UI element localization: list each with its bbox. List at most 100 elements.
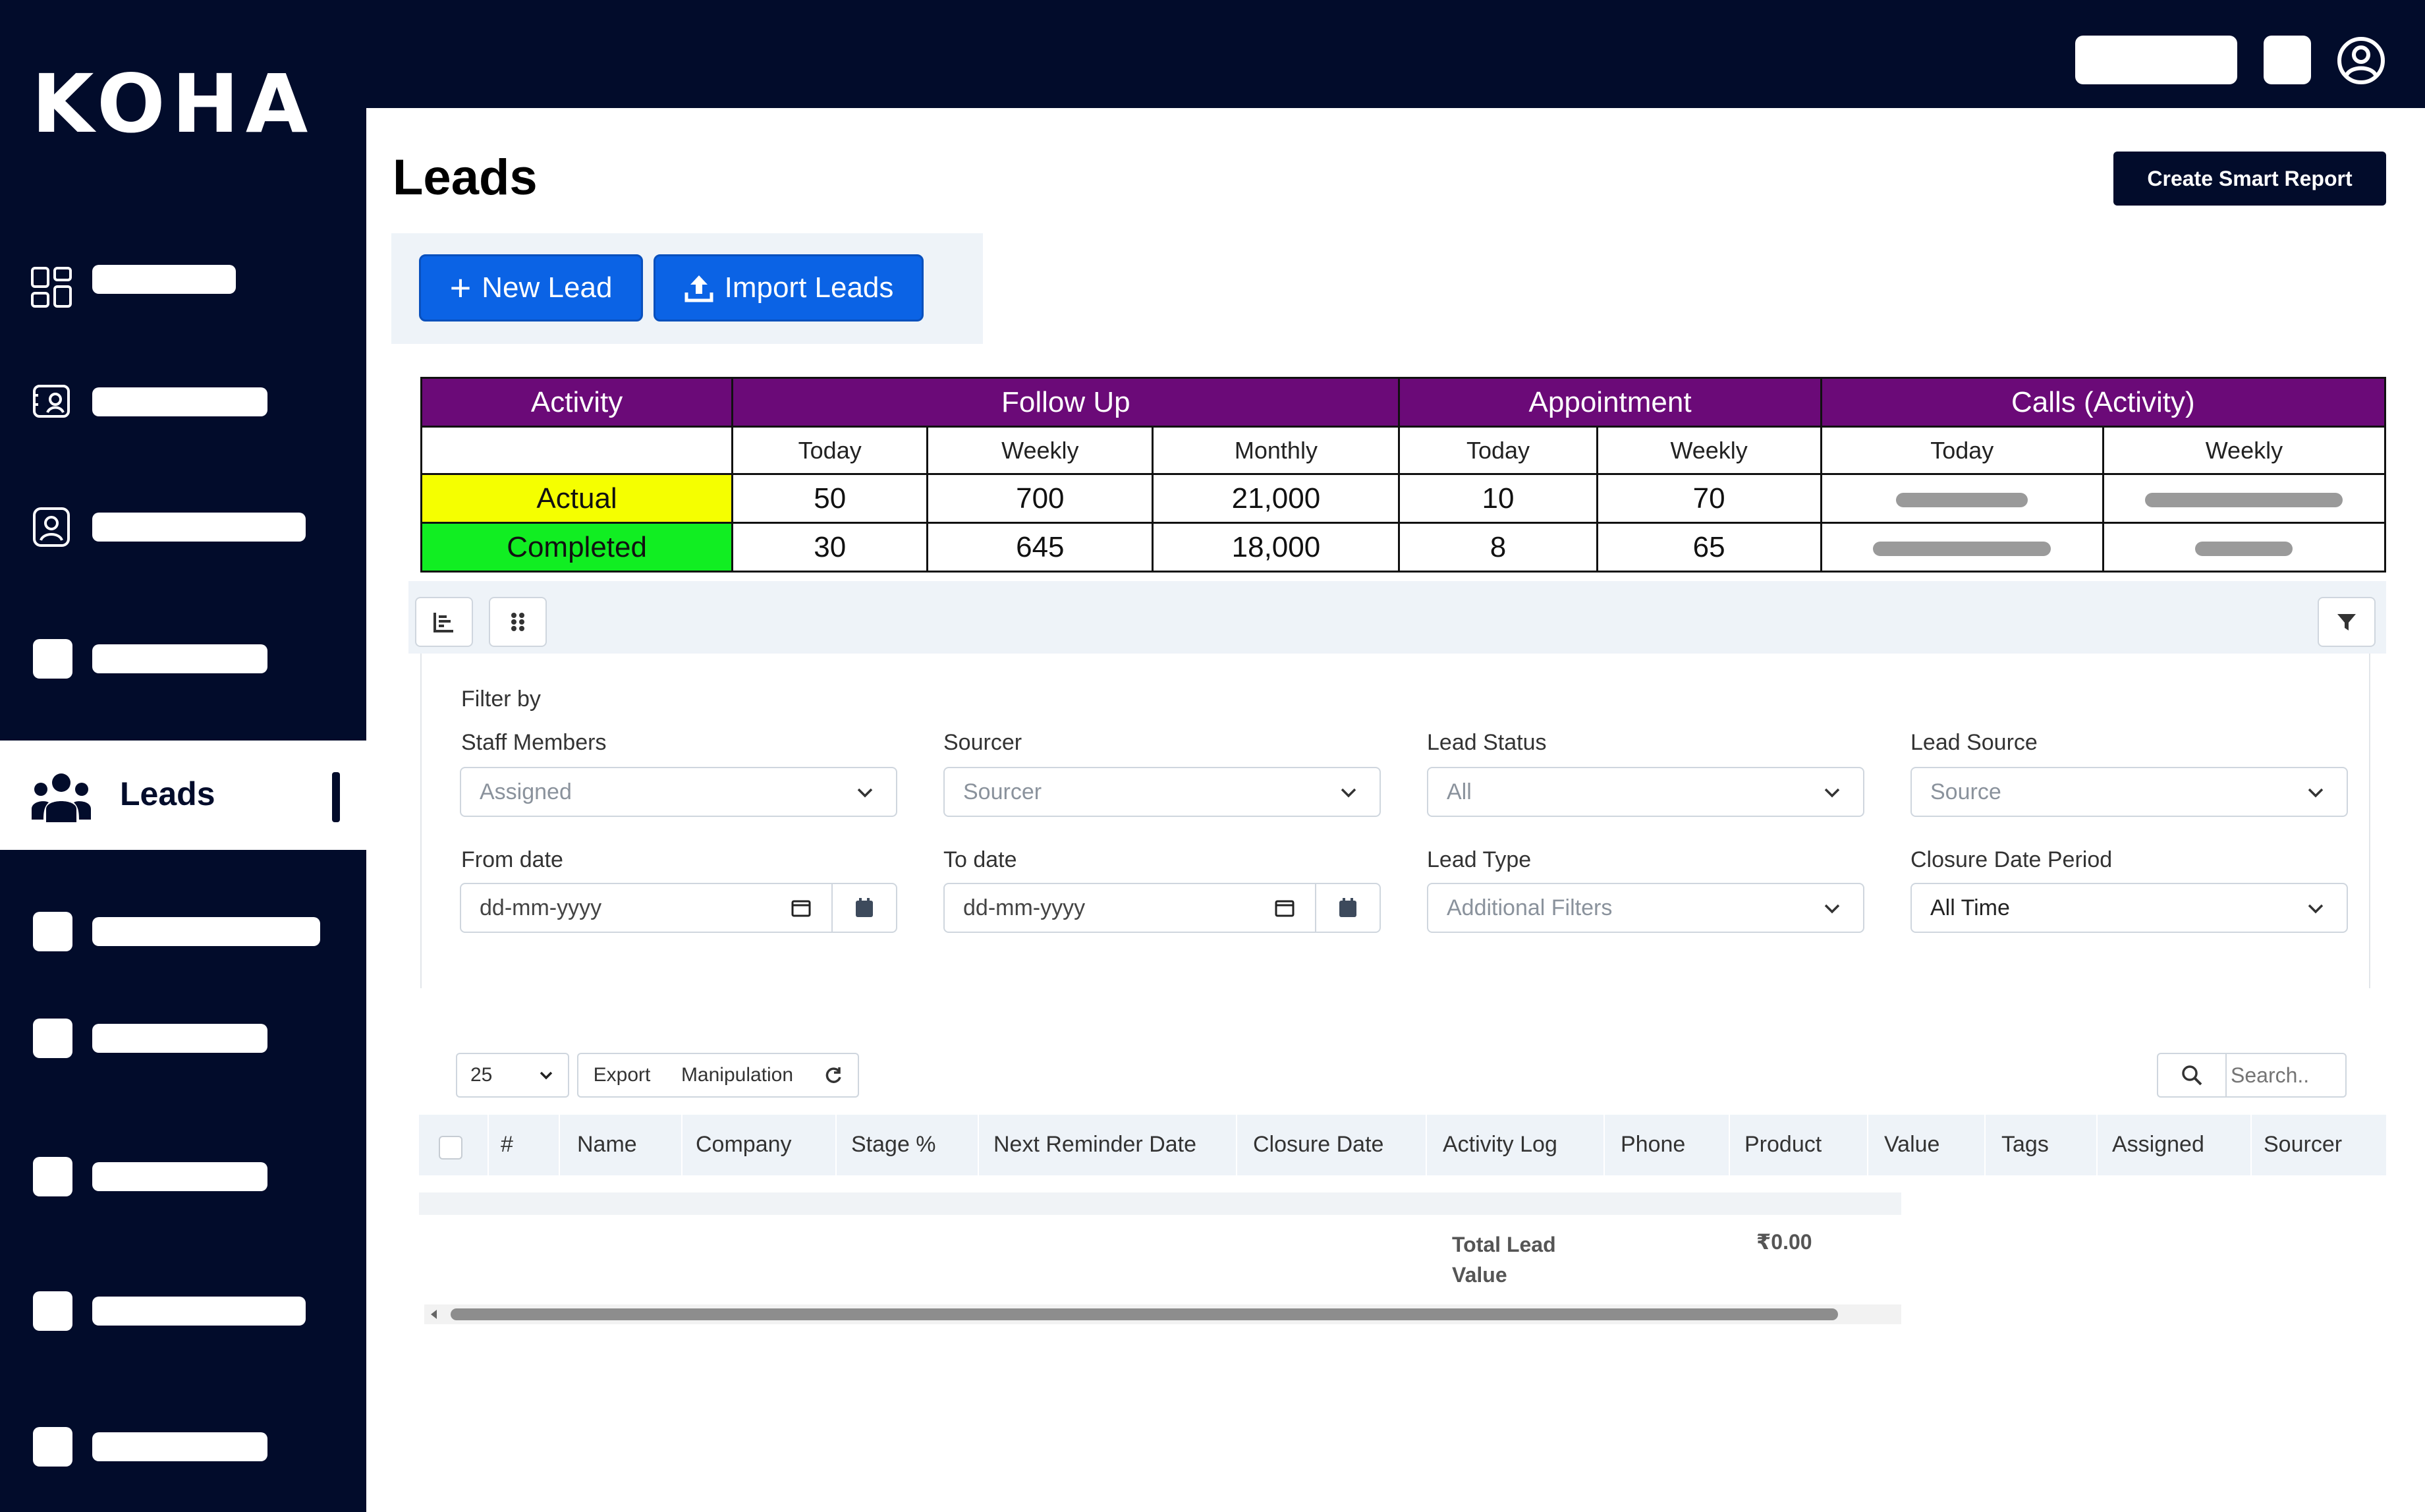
lead-type-value: Additional Filters xyxy=(1447,895,1613,920)
redacted-cell xyxy=(1820,522,2104,573)
lead-source-select[interactable]: Source xyxy=(1910,767,2348,817)
column-header-stage[interactable]: Stage % xyxy=(851,1132,936,1157)
bar-chart-icon xyxy=(433,613,453,632)
column-divider xyxy=(1603,1115,1605,1175)
column-divider xyxy=(1426,1115,1427,1175)
active-indicator xyxy=(332,772,340,822)
sidebar-item-8[interactable] xyxy=(92,1162,267,1191)
chart-view-button[interactable] xyxy=(415,597,473,647)
lead-type-select[interactable]: Additional Filters xyxy=(1427,883,1864,933)
calendar-icon xyxy=(791,900,811,917)
chevron-down-icon xyxy=(857,788,873,798)
page-size-select[interactable]: 25 xyxy=(456,1053,569,1098)
sidebar-item-4[interactable] xyxy=(92,644,267,673)
closure-date-period-select[interactable]: All Time xyxy=(1910,883,2348,933)
manipulation-button[interactable]: Manipulation xyxy=(665,1053,810,1098)
page-title: Leads xyxy=(393,150,538,206)
column-header-index[interactable]: # xyxy=(501,1132,513,1157)
horizontal-scrollbar[interactable] xyxy=(424,1304,1901,1324)
to-date-picker-button[interactable] xyxy=(1315,884,1380,932)
chevron-down-icon xyxy=(1341,788,1356,798)
sidebar-item-profile[interactable] xyxy=(92,513,306,542)
column-header-closure-date[interactable]: Closure Date xyxy=(1253,1132,1384,1157)
sidebar-item-label: Leads xyxy=(120,775,215,812)
scrollbar-thumb[interactable] xyxy=(451,1308,1838,1320)
top-bar-button[interactable] xyxy=(2075,36,2237,84)
actions-panel: + New Lead Import Leads xyxy=(391,233,983,344)
filter-toggle-button[interactable] xyxy=(2318,597,2376,647)
chevron-down-icon xyxy=(2308,788,2324,798)
sidebar-item-9[interactable] xyxy=(92,1297,306,1326)
import-leads-button[interactable]: Import Leads xyxy=(654,254,924,322)
scroll-left-icon[interactable] xyxy=(428,1308,440,1320)
sourcer-select[interactable]: Sourcer xyxy=(943,767,1381,817)
column-header-tags[interactable]: Tags xyxy=(2001,1132,2049,1157)
column-divider xyxy=(681,1115,683,1175)
sourcer-value: Sourcer xyxy=(963,779,1042,804)
staff-members-value: Assigned xyxy=(480,779,572,804)
square-icon xyxy=(33,1019,72,1058)
sub-header: Today xyxy=(1820,426,2104,475)
sub-header: Today xyxy=(731,426,929,475)
lead-status-value: All xyxy=(1447,779,1472,804)
filter-heading: Filter by xyxy=(461,686,541,712)
grip-icon xyxy=(511,613,524,631)
sub-header: Weekly xyxy=(2102,426,2387,475)
to-date-input[interactable]: dd-mm-yyyy xyxy=(943,883,1381,933)
select-all-checkbox[interactable] xyxy=(439,1136,462,1160)
sidebar-item-7[interactable] xyxy=(92,1024,267,1053)
column-header-next-reminder[interactable]: Next Reminder Date xyxy=(993,1132,1197,1157)
staff-members-select[interactable]: Assigned xyxy=(460,767,897,817)
refresh-button[interactable] xyxy=(809,1053,859,1098)
view-toolbar xyxy=(408,581,2386,654)
column-header-assigned[interactable]: Assigned xyxy=(2112,1132,2204,1157)
search-button[interactable] xyxy=(2158,1054,2227,1096)
top-bar xyxy=(0,0,2425,108)
lead-status-select[interactable]: All xyxy=(1427,767,1864,817)
to-date-value: dd-mm-yyyy xyxy=(963,895,1086,920)
sidebar-item-6[interactable] xyxy=(92,917,320,946)
column-header-company[interactable]: Company xyxy=(696,1132,792,1157)
sidebar-item-leads[interactable]: Leads xyxy=(0,741,366,850)
column-divider xyxy=(488,1115,489,1175)
grid-view-button[interactable] xyxy=(489,597,547,647)
sidebar-item-contacts[interactable] xyxy=(92,387,267,416)
top-bar-square-button[interactable] xyxy=(2264,36,2311,84)
refresh-icon xyxy=(825,1067,841,1083)
sidebar-item-10[interactable] xyxy=(92,1432,267,1461)
new-lead-label: New Lead xyxy=(482,271,613,304)
column-header-phone[interactable]: Phone xyxy=(1621,1132,1686,1157)
sub-header: Weekly xyxy=(926,426,1154,475)
table-header: # Name Company Stage % Next Reminder Dat… xyxy=(419,1115,2386,1175)
profile-icon xyxy=(33,507,70,547)
from-date-input[interactable]: dd-mm-yyyy xyxy=(460,883,897,933)
column-divider xyxy=(1236,1115,1237,1175)
sidebar: KOHA Leads xyxy=(0,0,366,1512)
column-header-activity-log[interactable]: Activity Log xyxy=(1443,1132,1557,1157)
column-divider xyxy=(559,1115,560,1175)
column-header-name[interactable]: Name xyxy=(577,1132,637,1157)
chevron-down-icon xyxy=(540,1071,553,1080)
table-row xyxy=(419,1192,1901,1215)
column-header-value[interactable]: Value xyxy=(1884,1132,1940,1157)
search-input[interactable] xyxy=(2231,1058,2343,1092)
calendar-icon xyxy=(1339,898,1356,917)
square-icon xyxy=(33,639,72,679)
staff-members-label: Staff Members xyxy=(461,730,607,755)
new-lead-button[interactable]: + New Lead xyxy=(419,254,643,322)
column-header-sourcer[interactable]: Sourcer xyxy=(2264,1132,2343,1157)
import-leads-label: Import Leads xyxy=(724,271,894,304)
closure-date-period-label: Closure Date Period xyxy=(1910,847,2113,872)
calendar-icon xyxy=(1275,900,1295,917)
column-divider xyxy=(1984,1115,1986,1175)
export-button[interactable]: Export xyxy=(577,1053,667,1098)
column-header-product[interactable]: Product xyxy=(1744,1132,1822,1157)
user-avatar-icon[interactable] xyxy=(2336,36,2386,86)
grid-search xyxy=(2157,1053,2347,1098)
cell: 18,000 xyxy=(1152,522,1401,573)
column-divider xyxy=(835,1115,837,1175)
create-smart-report-button[interactable]: Create Smart Report xyxy=(2113,152,2386,206)
from-date-picker-button[interactable] xyxy=(831,884,896,932)
sidebar-item-dashboard[interactable] xyxy=(92,265,236,294)
redacted-cell xyxy=(1820,473,2104,524)
